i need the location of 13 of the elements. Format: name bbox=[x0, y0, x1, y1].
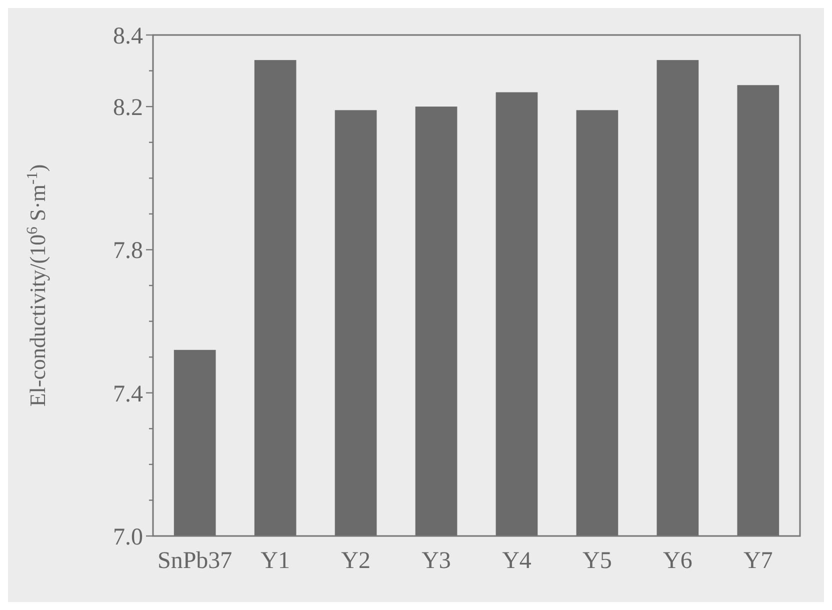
y-tick-label: 7.0 bbox=[113, 524, 143, 550]
x-tick-label: Y1 bbox=[260, 548, 290, 574]
y-tick-label: 8.4 bbox=[113, 23, 143, 50]
x-tick-label: SnPb37 bbox=[157, 548, 232, 574]
y-tick-label: 8.2 bbox=[113, 94, 143, 121]
x-tick-label: Y3 bbox=[422, 548, 451, 574]
y-tick-label: 7.8 bbox=[113, 238, 143, 264]
y-tick-label: 7.4 bbox=[113, 381, 143, 408]
x-tick-label: Y7 bbox=[743, 548, 773, 574]
x-tick-label: Y5 bbox=[582, 548, 612, 574]
x-tick-label: Y4 bbox=[502, 548, 532, 574]
x-tick-label: Y6 bbox=[663, 548, 692, 574]
x-tick-label: Y2 bbox=[341, 548, 370, 574]
